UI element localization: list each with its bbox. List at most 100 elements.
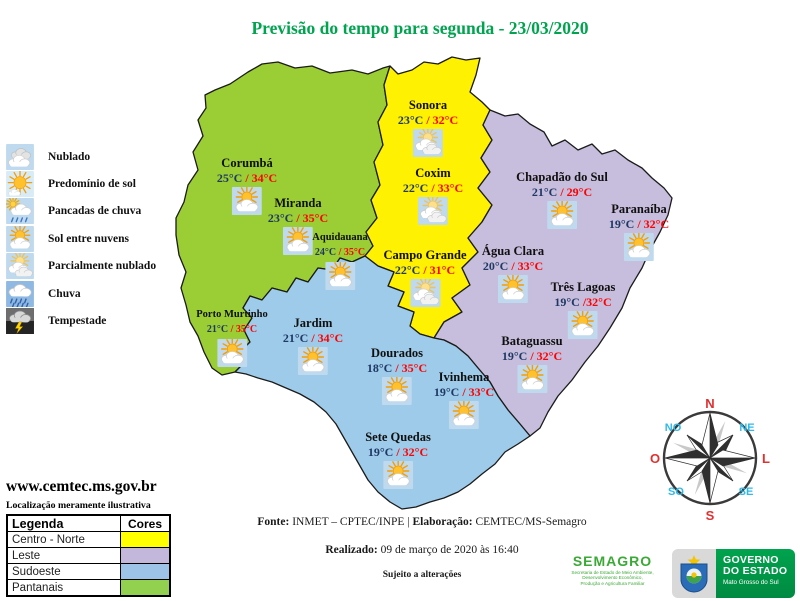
elaboracao-text: CEMTEC/MS-Semagro <box>472 516 587 528</box>
weather-legend: Nublado Predomínio de sol Pancadas de chuv… <box>6 143 156 335</box>
city-temperatures: 23°C / 32°C <box>398 113 458 128</box>
temperature-separator: / <box>308 330 318 345</box>
city-temperatures: 22°C / 31°C <box>384 263 467 278</box>
city-marker: Sonora 23°C / 32°C <box>398 98 458 161</box>
temperature-separator: / <box>428 180 438 195</box>
state-coat-of-arms-icon <box>672 549 716 598</box>
min-temperature: 21°C <box>206 323 229 335</box>
city-temperatures: 23°C / 35°C <box>268 211 328 226</box>
weather-legend-item: Tempestade <box>6 307 156 335</box>
fonte-text: INMET – CPTEC/INPE | <box>289 516 413 528</box>
max-temperature: 35°C <box>302 210 329 225</box>
min-temperature: 19°C <box>608 216 635 231</box>
governo-line1: GOVERNO <box>723 554 779 566</box>
city-temperatures: 21°C / 35°C <box>196 323 267 338</box>
weather-legend-item: Pancadas de chuva <box>6 198 156 225</box>
city-name: Sonora <box>408 98 448 112</box>
weather-legend-label: Nublado <box>48 150 91 163</box>
city-marker: Água Clara 20°C / 33°C <box>482 244 544 307</box>
weather-legend-item: Nublado <box>6 143 156 170</box>
max-temperature: 32°C <box>402 444 429 459</box>
min-temperature: 21°C <box>282 330 309 345</box>
city-temperatures: 19°C / 32°C <box>501 349 562 364</box>
sol-entre-nuvens-icon <box>217 185 277 219</box>
semagro-logo-subtext: Secretaria de Estado de Meio Ambiente, De… <box>571 570 654 586</box>
city-marker: Corumbá 25°C / 34°C <box>217 156 277 219</box>
city-name: Chapadão do Sul <box>516 170 608 184</box>
weather-legend-label: Parcialmente nublado <box>48 260 157 273</box>
sol-entre-nuvens-icon <box>283 345 343 379</box>
temperature-separator: / <box>527 348 537 363</box>
governo-do-estado-logo: GOVERNO DO ESTADO Mato Grosso do Sul <box>672 549 795 598</box>
city-marker: Campo Grande 22°C / 31°C <box>384 248 467 311</box>
sol-entre-nuvens-icon <box>6 225 34 252</box>
city-marker: Porto Murtinho 21°C / 35°C <box>196 308 268 371</box>
max-temperature: 32°C <box>536 348 563 363</box>
city-name: Água Clara <box>481 244 545 258</box>
compass-label-se: SE <box>739 486 754 498</box>
sol-entre-nuvens-icon <box>482 273 544 307</box>
fonte-label: Fonte: <box>257 516 290 528</box>
city-marker: Dourados 18°C / 35°C <box>367 346 427 409</box>
region-color-swatch <box>120 547 171 564</box>
source-line: Fonte: INMET – CPTEC/INPE | Elaboração: … <box>180 516 664 528</box>
realizado-text: 09 de março de 2020 às 16:40 <box>377 544 519 556</box>
subject-to-change-note: Sujeito a alterações <box>382 570 462 580</box>
governo-do-estado-text: GOVERNO DO ESTADO Mato Grosso do Sul <box>716 549 795 598</box>
weather-legend-item: Chuva <box>6 280 156 307</box>
tempestade-icon <box>6 308 34 335</box>
sol-entre-nuvens-icon <box>516 199 608 233</box>
city-name: Ivinhema <box>438 370 490 384</box>
parcialmente-nublado-icon <box>6 253 34 280</box>
city-temperatures: 21°C / 29°C <box>516 185 608 200</box>
city-name: Coxim <box>415 166 451 180</box>
parcialmente-nublado-icon <box>384 277 467 311</box>
city-marker: Paranaíba 19°C / 32°C <box>609 202 669 265</box>
weather-legend-label: Chuva <box>48 287 81 300</box>
weather-legend-item: Predomínio de sol <box>6 170 156 198</box>
min-temperature: 19°C <box>367 444 394 459</box>
max-temperature: 34°C <box>317 330 344 345</box>
semagro-logo-text: SEMAGRO <box>572 553 653 569</box>
compass-label-l: L <box>762 451 770 466</box>
city-temperatures: 22°C / 33°C <box>403 181 463 196</box>
temperature-separator: / <box>293 210 303 225</box>
region-color-swatch <box>120 563 171 580</box>
compass-circle <box>662 410 758 506</box>
map-disclaimer: Localização meramente ilustrativa <box>6 500 151 511</box>
sol-entre-nuvens-icon <box>367 375 427 409</box>
sol-entre-nuvens-icon <box>268 225 328 259</box>
sol-entre-nuvens-icon <box>501 363 562 397</box>
city-name: Três Lagoas <box>550 280 616 294</box>
sol-entre-nuvens-icon <box>196 337 267 371</box>
compass-label-no: NO <box>665 422 682 434</box>
max-temperature: 35°C <box>235 323 258 335</box>
legend-table-header-legenda: Legenda <box>6 514 121 532</box>
compass-label-so: SO <box>668 486 684 498</box>
city-name: Dourados <box>370 346 424 360</box>
min-temperature: 19°C <box>501 348 528 363</box>
city-temperatures: 20°C / 33°C <box>482 259 544 274</box>
region-color-swatch <box>120 531 171 548</box>
temperature-separator: / <box>634 216 644 231</box>
realizado-label: Realizado: <box>325 544 378 556</box>
temperature-separator: / <box>393 444 403 459</box>
region-name: Sudoeste <box>6 563 121 580</box>
max-temperature: 31°C <box>429 262 456 277</box>
elaboracao-label: Elaboração: <box>412 516 473 528</box>
min-temperature: 21°C <box>531 184 558 199</box>
min-temperature: 20°C <box>482 258 509 273</box>
max-temperature: 33°C <box>437 180 464 195</box>
min-temperature: 22°C <box>402 180 429 195</box>
temperature-separator: / <box>228 323 236 335</box>
city-name: Sete Quedas <box>365 430 431 444</box>
city-temperatures: 25°C / 34°C <box>217 171 277 186</box>
sol-entre-nuvens-icon <box>551 309 616 343</box>
min-temperature: 19°C <box>433 384 460 399</box>
parcialmente-nublado-icon <box>398 127 458 161</box>
temperature-separator: / <box>508 258 518 273</box>
min-temperature: 23°C <box>267 210 294 225</box>
city-marker: Sete Quedas 19°C / 32°C <box>365 430 431 493</box>
generated-line: Realizado: 09 de março de 2020 às 16:40 <box>180 544 664 556</box>
region-name: Centro - Norte <box>6 531 121 548</box>
